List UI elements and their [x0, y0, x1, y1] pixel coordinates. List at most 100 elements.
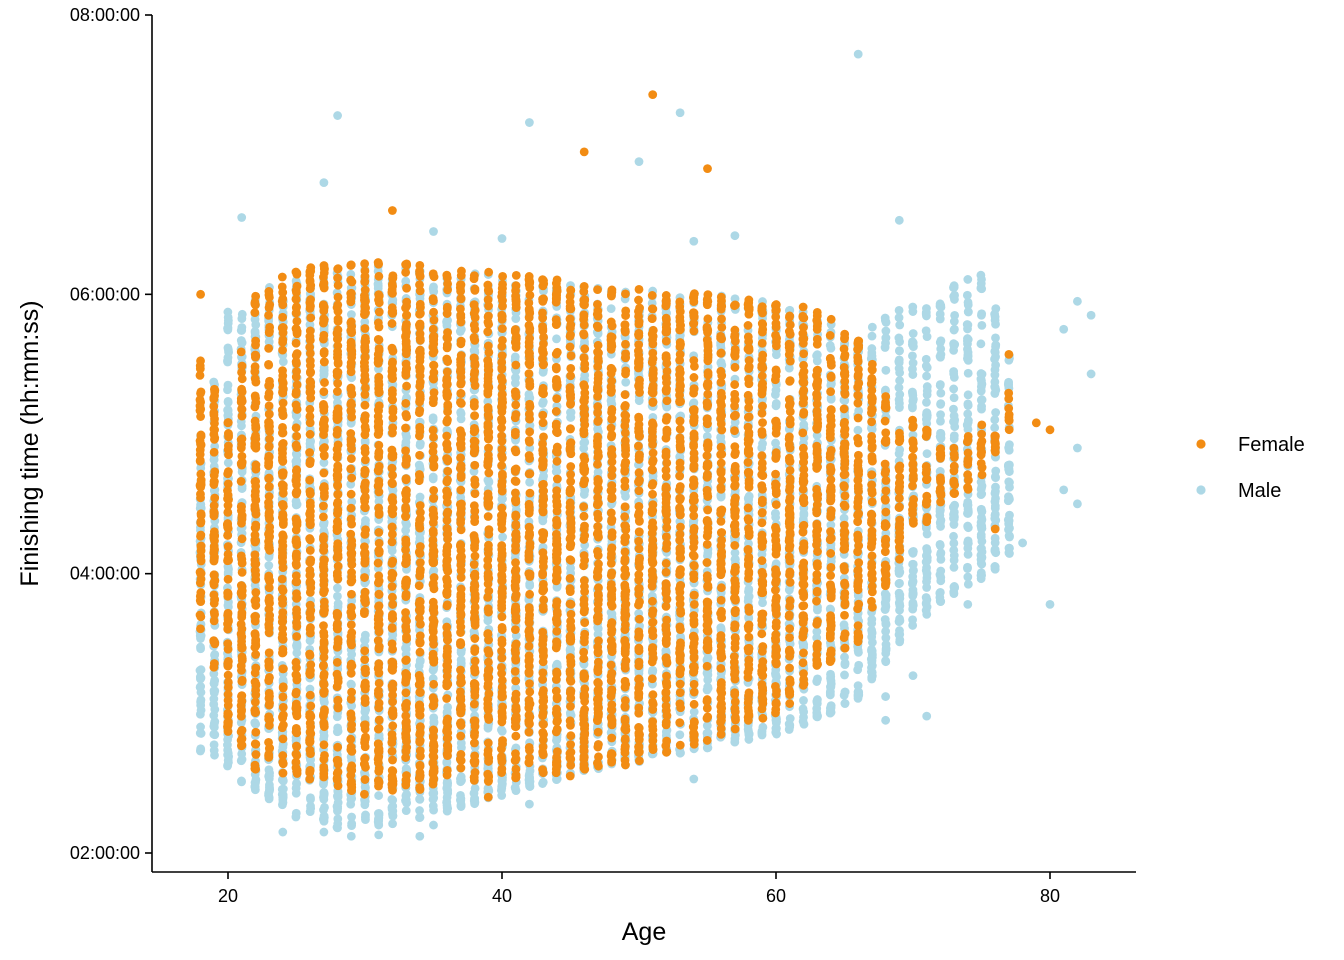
- data-point-male: [305, 436, 315, 445]
- data-point-male: [675, 730, 685, 740]
- data-point-male: [908, 621, 918, 630]
- data-point-male: [319, 458, 329, 467]
- data-point-male: [895, 376, 905, 385]
- data-point-male: [347, 497, 357, 507]
- data-point-male: [456, 794, 466, 803]
- data-point-male: [771, 399, 781, 408]
- data-point-male: [442, 318, 452, 327]
- data-point-male: [237, 467, 247, 477]
- data-point-male: [388, 295, 398, 305]
- data-point-male: [333, 583, 342, 593]
- data-point-male: [758, 439, 767, 449]
- data-point-male: [648, 665, 658, 675]
- data-point-male: [853, 613, 863, 623]
- data-point-male: [881, 656, 890, 666]
- data-point-male: [895, 616, 905, 626]
- data-point-male: [894, 569, 904, 578]
- data-point-male: [264, 561, 274, 570]
- data-point-male: [401, 806, 411, 816]
- data-point-male: [250, 782, 260, 792]
- data-point-male: [223, 397, 233, 406]
- data-point-male: [676, 748, 685, 758]
- data-point-male: [415, 656, 425, 665]
- data-point-male: [332, 822, 342, 832]
- data-point-male: [223, 405, 233, 415]
- data-point-male: [415, 794, 425, 804]
- data-point-male: [552, 735, 561, 745]
- data-point-male: [826, 703, 836, 713]
- data-point-male: [429, 805, 438, 815]
- data-point-male: [813, 674, 822, 684]
- data-point-male: [593, 424, 603, 434]
- data-point-male: [743, 493, 753, 503]
- data-point-male: [361, 516, 370, 525]
- data-point-male: [880, 343, 890, 352]
- data-point-male: [784, 719, 794, 729]
- data-point-male: [210, 730, 220, 740]
- data-point-male: [895, 346, 904, 356]
- data-point-male: [264, 794, 274, 804]
- data-point-male: [360, 566, 370, 576]
- data-point-male: [853, 425, 863, 435]
- data-point-male: [580, 337, 589, 347]
- data-point-male: [867, 674, 877, 684]
- data-point-male: [894, 449, 904, 459]
- data-point-male: [525, 579, 535, 589]
- data-point-male: [525, 421, 535, 430]
- data-point-male: [881, 326, 891, 336]
- data-point-male: [484, 477, 494, 486]
- data-point-male: [292, 648, 302, 658]
- data-point-male: [469, 346, 479, 355]
- data-point-male: [223, 760, 233, 770]
- data-point-male: [497, 783, 507, 793]
- data-point-male: [538, 779, 547, 788]
- data-point-male: [332, 727, 342, 737]
- data-point-male: [224, 347, 233, 357]
- data-point-male: [826, 672, 836, 681]
- data-point-male: [840, 699, 850, 708]
- data-point-male: [894, 395, 904, 405]
- data-point-male: [278, 800, 287, 810]
- data-point-male: [291, 500, 301, 510]
- data-point-male: [840, 687, 850, 697]
- data-point-male: [265, 784, 275, 794]
- data-point-male: [237, 484, 247, 493]
- points-layer: [195, 49, 1096, 841]
- data-point-male: [580, 486, 590, 496]
- data-point-male: [525, 782, 535, 791]
- data-point-male: [443, 781, 452, 790]
- data-point-male: [209, 377, 219, 387]
- data-point-male: [566, 408, 576, 417]
- data-point-male: [333, 599, 343, 609]
- data-point-male: [457, 743, 466, 753]
- data-point-male: [278, 784, 288, 794]
- data-point-male: [237, 338, 247, 348]
- data-point-male: [510, 784, 520, 793]
- data-point-male: [607, 609, 617, 619]
- data-point-male: [278, 357, 288, 367]
- data-point-male: [292, 641, 302, 650]
- data-point-male: [825, 341, 835, 350]
- data-point-male: [387, 805, 397, 814]
- data-point-male: [894, 355, 904, 365]
- data-point-male: [895, 605, 904, 615]
- data-point-male: [840, 652, 849, 662]
- data-point-male: [387, 546, 397, 556]
- data-point-male: [429, 718, 439, 728]
- data-point-male: [511, 378, 520, 388]
- data-point-male: [428, 472, 438, 482]
- data-point-male: [840, 660, 850, 669]
- data-point-male: [360, 436, 370, 446]
- data-point-male: [361, 810, 370, 820]
- data-point-male: [538, 399, 548, 408]
- data-point-male: [854, 647, 863, 657]
- data-point-male: [319, 794, 329, 804]
- data-point-male: [798, 704, 808, 714]
- data-point-male: [195, 746, 205, 756]
- data-point-male: [402, 798, 412, 808]
- data-point-male: [291, 449, 301, 459]
- data-point-male: [428, 415, 438, 425]
- data-point-male: [195, 728, 205, 738]
- data-point-male: [237, 776, 246, 786]
- data-point-male: [237, 314, 247, 324]
